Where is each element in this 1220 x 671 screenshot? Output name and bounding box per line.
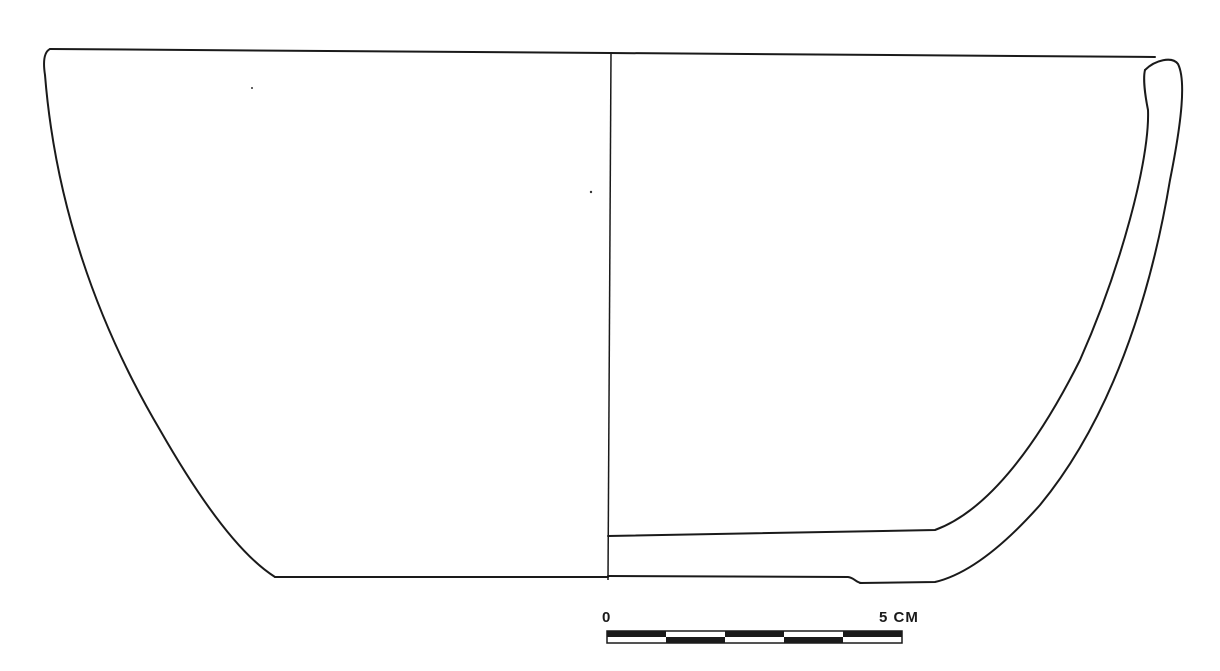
exterior-profile <box>43 48 276 578</box>
center-axis-line <box>607 52 612 581</box>
scan-speck <box>589 190 593 194</box>
scale-end-label: 5 CM <box>879 609 919 626</box>
section-inner-wall <box>607 69 1150 537</box>
scale-bar-segment <box>843 631 902 637</box>
scale-bar-segments <box>607 631 902 643</box>
scale-bar-segment <box>607 631 666 637</box>
scale-bar-segment <box>784 637 843 643</box>
scale-bar-segment <box>666 637 725 643</box>
scan-speck <box>251 87 253 89</box>
section-base <box>607 575 863 584</box>
rim-line <box>49 48 1156 58</box>
section-outer-wall <box>859 58 1184 584</box>
scale-bar-segment <box>725 631 784 637</box>
scale-start-label: 0 <box>602 609 612 626</box>
